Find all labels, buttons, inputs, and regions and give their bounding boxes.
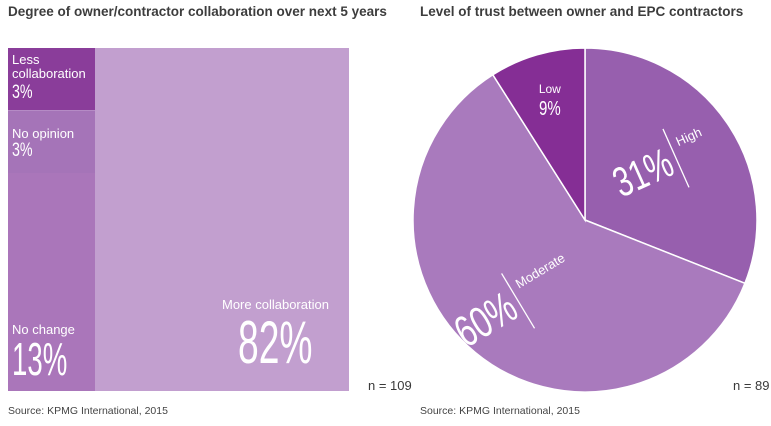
- less-collaboration-label: Less collaboration: [12, 52, 86, 82]
- more-collaboration-value: 82%: [238, 309, 313, 376]
- less-collaboration-value: 3%: [12, 81, 33, 103]
- pie-category-low: Low: [539, 82, 561, 96]
- more-collaboration-label: More collaboration: [222, 297, 329, 312]
- no-opinion-value: 3%: [12, 140, 33, 161]
- pie-value-low: 9%: [539, 97, 561, 120]
- pie-divider-high: [662, 128, 690, 188]
- left-sample-size: n = 109: [368, 378, 412, 393]
- right-source: Source: KPMG International, 2015: [420, 405, 580, 417]
- left-chart-title: Degree of owner/contractor collaboration…: [8, 4, 387, 19]
- pie-slice-low: [491, 47, 586, 223]
- right-sample-size: n = 89: [733, 378, 770, 393]
- more-collaboration-cell: More collaboration 82%: [95, 48, 349, 391]
- no-opinion-label: No opinion: [12, 126, 75, 141]
- pie-slice-high: [584, 47, 758, 285]
- no-opinion-cell: No opinion 3%: [8, 110, 95, 173]
- pie-slice-moderate: [412, 73, 746, 393]
- no-change-cell: No change 13%: [8, 173, 95, 391]
- pie-divider-moderate: [501, 273, 536, 329]
- collaboration-mosaic-chart: Less collaboration 3% No opinion 3% No c…: [8, 48, 349, 391]
- no-change-label: No change: [12, 322, 75, 337]
- left-source: Source: KPMG International, 2015: [8, 405, 168, 417]
- less-collaboration-cell: Less collaboration 3%: [8, 48, 95, 110]
- right-chart-title: Level of trust between owner and EPC con…: [420, 4, 744, 19]
- no-change-value: 13%: [12, 333, 68, 385]
